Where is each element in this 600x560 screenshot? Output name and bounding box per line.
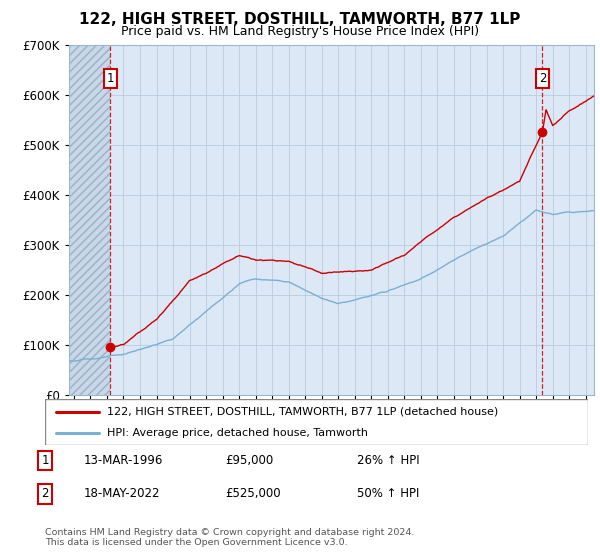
Text: 1: 1	[41, 454, 49, 467]
Text: 18-MAY-2022: 18-MAY-2022	[84, 487, 161, 501]
FancyBboxPatch shape	[45, 399, 588, 445]
Bar	[69, 45, 110, 395]
Text: 2: 2	[41, 487, 49, 501]
Text: 50% ↑ HPI: 50% ↑ HPI	[357, 487, 419, 501]
Text: 122, HIGH STREET, DOSTHILL, TAMWORTH, B77 1LP: 122, HIGH STREET, DOSTHILL, TAMWORTH, B7…	[79, 12, 521, 27]
Text: Contains HM Land Registry data © Crown copyright and database right 2024.
This d: Contains HM Land Registry data © Crown c…	[45, 528, 415, 547]
Text: Price paid vs. HM Land Registry's House Price Index (HPI): Price paid vs. HM Land Registry's House …	[121, 25, 479, 38]
Text: 13-MAR-1996: 13-MAR-1996	[84, 454, 163, 467]
Text: 26% ↑ HPI: 26% ↑ HPI	[357, 454, 419, 467]
Text: 122, HIGH STREET, DOSTHILL, TAMWORTH, B77 1LP (detached house): 122, HIGH STREET, DOSTHILL, TAMWORTH, B7…	[107, 407, 499, 417]
Text: £525,000: £525,000	[225, 487, 281, 501]
Text: 2: 2	[539, 72, 546, 85]
Text: 1: 1	[107, 72, 114, 85]
Text: HPI: Average price, detached house, Tamworth: HPI: Average price, detached house, Tamw…	[107, 428, 368, 438]
Text: £95,000: £95,000	[225, 454, 273, 467]
